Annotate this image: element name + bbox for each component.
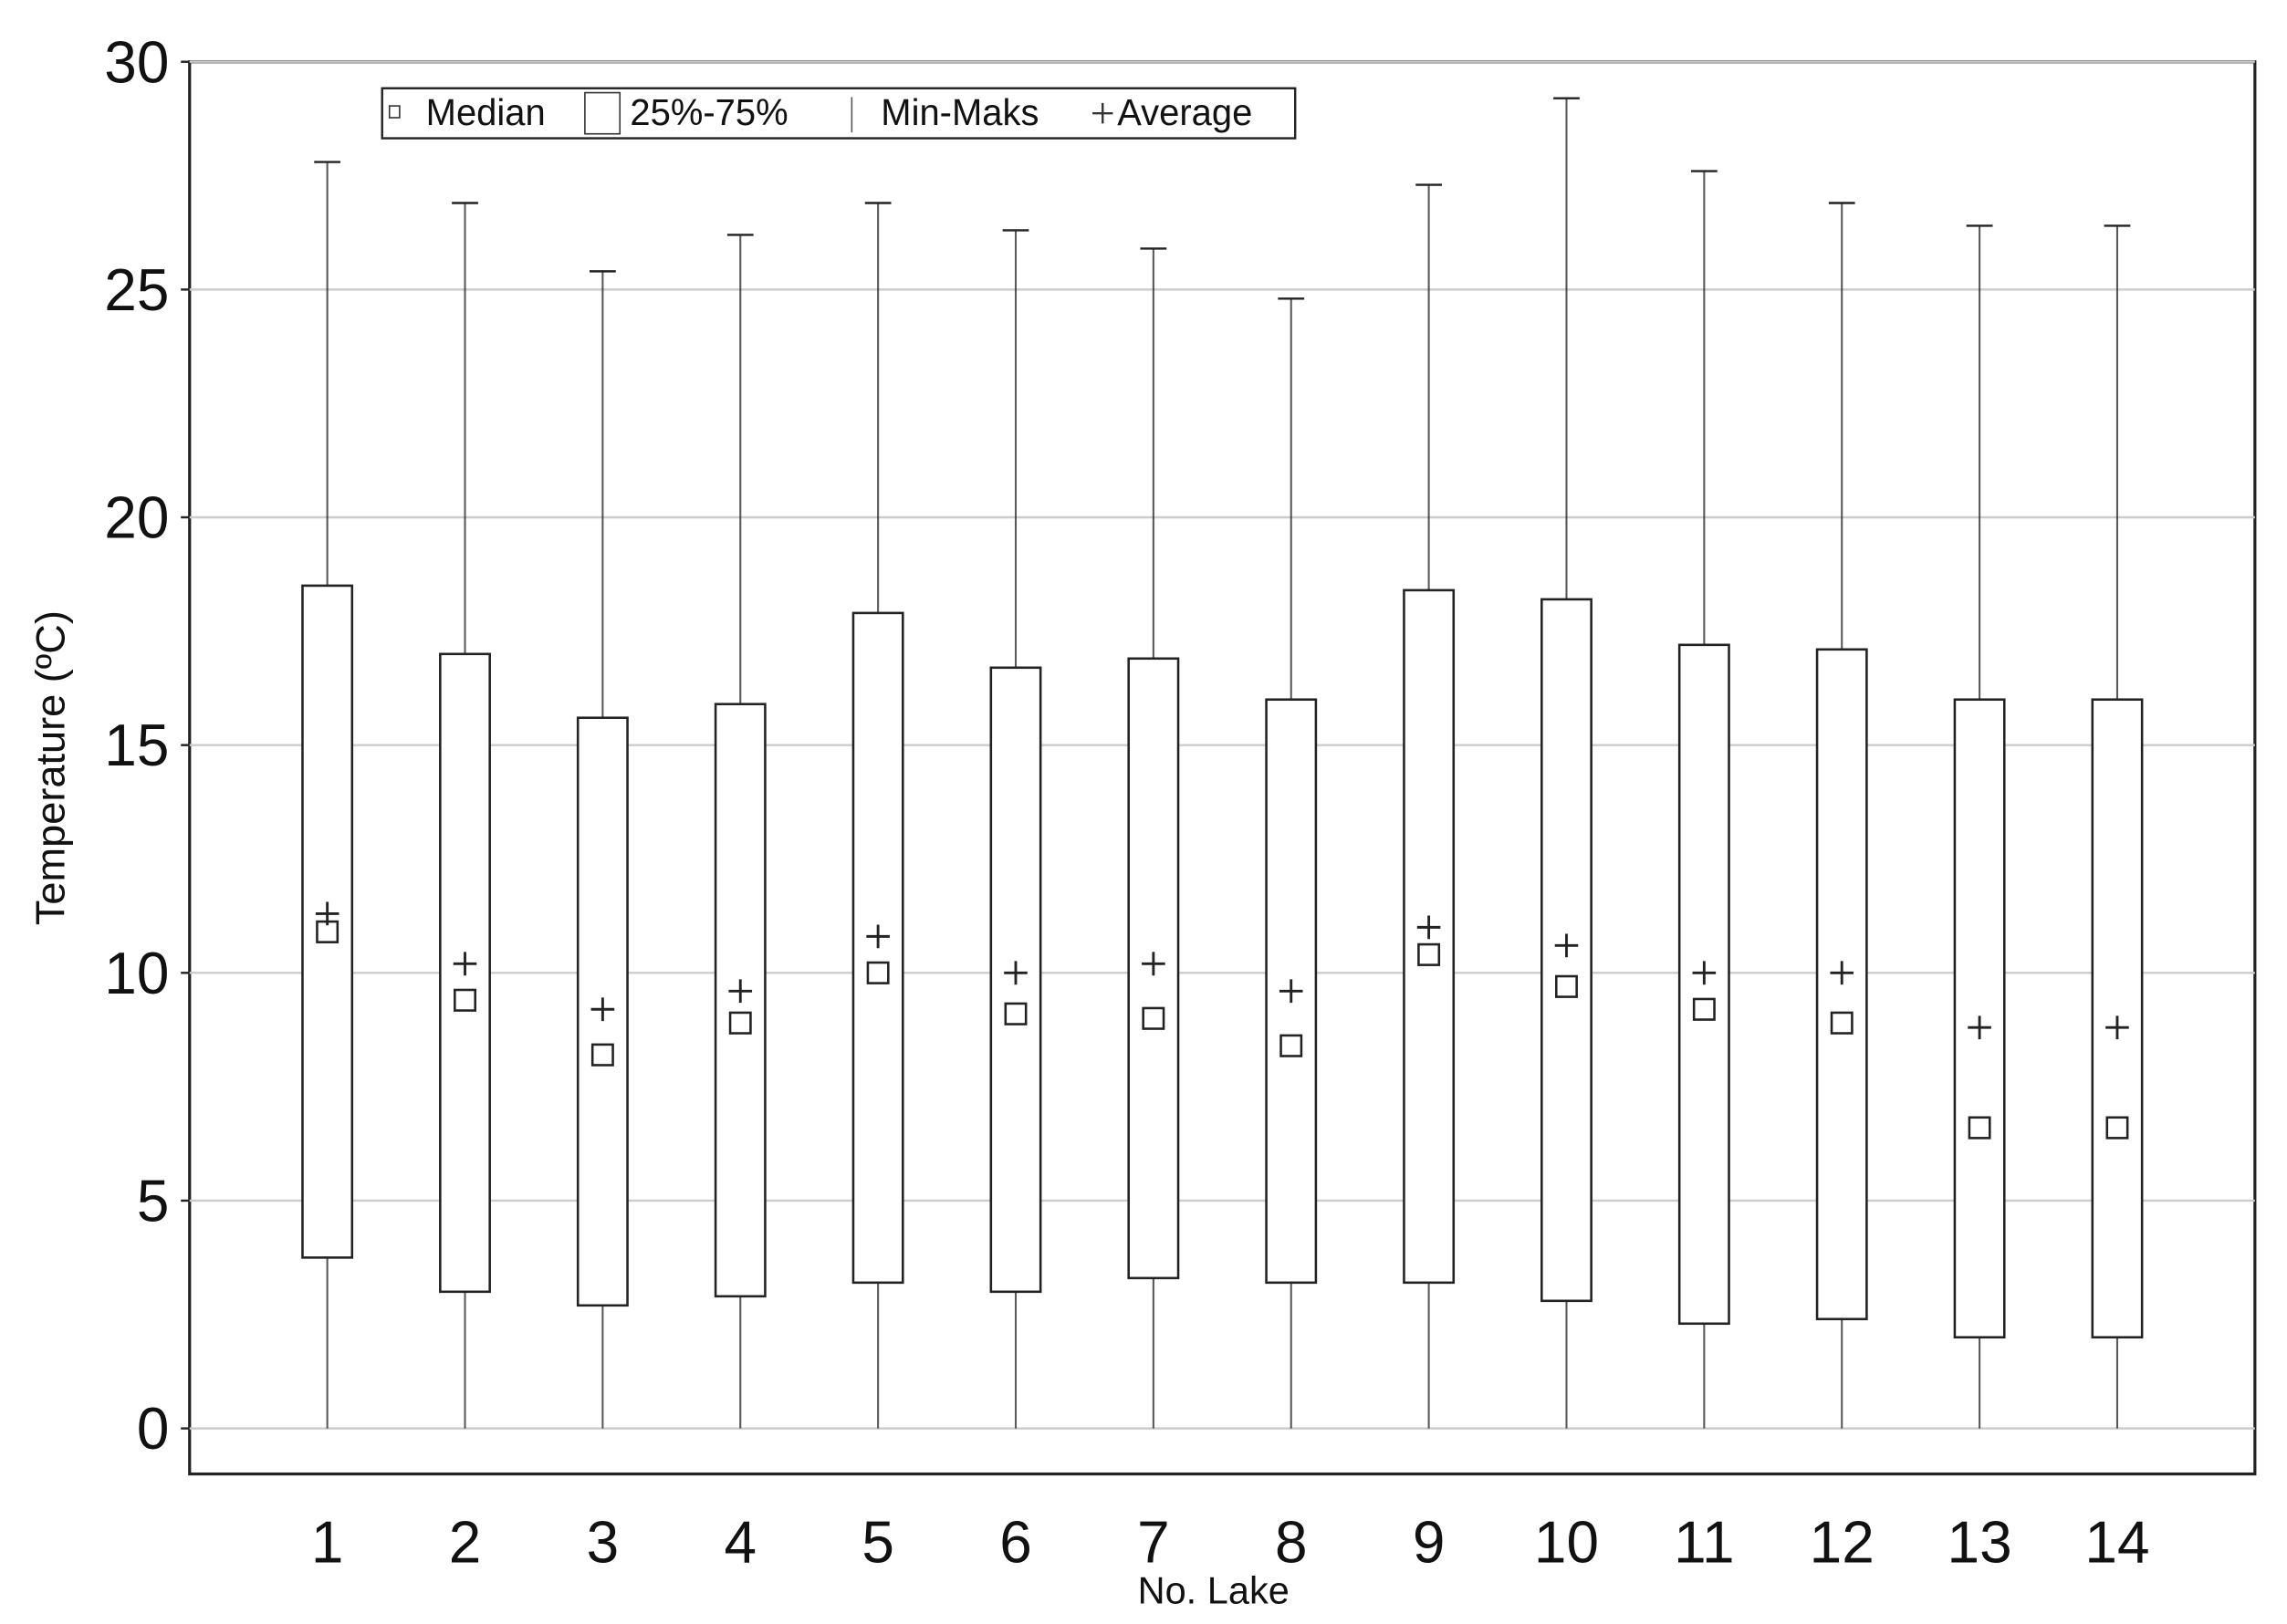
- y-tick-label: 10: [104, 941, 169, 1006]
- y-tick-label: 5: [137, 1168, 170, 1234]
- mean-marker: [590, 997, 615, 1022]
- x-tick-label: 13: [1948, 1509, 2012, 1575]
- legend-label: Min-Maks: [881, 92, 1039, 133]
- mean-marker: [1142, 952, 1165, 976]
- mean-marker: [1968, 1015, 1991, 1040]
- median-marker: [590, 1043, 614, 1067]
- mean-marker: [1692, 961, 1717, 985]
- legend-label: 25%-75%: [630, 92, 788, 133]
- median-marker: [1968, 1116, 1991, 1140]
- x-tick-label: 11: [1674, 1509, 1734, 1575]
- y-tick-label: 20: [104, 484, 169, 550]
- x-tick-label: 9: [1413, 1509, 1446, 1575]
- x-tick-label: 8: [1275, 1509, 1308, 1575]
- mean-marker: [453, 952, 477, 976]
- x-tick-label: 7: [1137, 1509, 1170, 1575]
- plot-frame: [188, 60, 2257, 1476]
- x-tick-label: 4: [724, 1509, 757, 1575]
- legend: Median 25%-75% Min-Maks Average: [381, 87, 1297, 140]
- median-marker: [1279, 1034, 1303, 1057]
- x-tick-label: 6: [999, 1509, 1032, 1575]
- mean-marker: [1279, 979, 1303, 1004]
- legend-box-icon: [584, 91, 621, 135]
- x-tick-label: 3: [587, 1509, 620, 1575]
- x-tick-label: 10: [1534, 1509, 1599, 1575]
- median-marker: [1830, 1011, 1854, 1035]
- legend-frame: [381, 87, 1297, 140]
- mean-marker: [728, 979, 753, 1004]
- mean-marker: [1416, 915, 1441, 940]
- mean-marker: [866, 924, 890, 949]
- mean-marker: [1004, 961, 1028, 985]
- x-tick-label: 5: [862, 1509, 894, 1575]
- median-marker: [1142, 1006, 1165, 1030]
- y-axis-label: Temperature (ºC): [27, 610, 74, 925]
- y-tick-label: 0: [137, 1396, 170, 1462]
- median-marker: [2105, 1116, 2129, 1140]
- median-marker: [454, 988, 476, 1012]
- legend-median-icon: [388, 105, 401, 119]
- median-marker: [728, 1011, 752, 1035]
- median-marker: [866, 961, 890, 984]
- mean-marker: [2105, 1015, 2129, 1040]
- legend-label: Median: [426, 92, 546, 133]
- legend-mean-icon: [1092, 102, 1113, 124]
- x-tick-label: 12: [1810, 1509, 1875, 1575]
- median-marker: [1692, 997, 1716, 1021]
- median-marker: [1555, 974, 1578, 998]
- x-tick-label: 1: [311, 1509, 344, 1575]
- y-tick-label: 30: [104, 29, 169, 95]
- mean-marker: [1830, 961, 1854, 985]
- y-tick-label: 25: [104, 257, 169, 323]
- x-tick-label: 2: [449, 1509, 482, 1575]
- x-tick-label: 14: [2084, 1509, 2149, 1575]
- y-tick-label: 15: [104, 713, 169, 778]
- median-marker: [1417, 942, 1441, 966]
- legend-label: Average: [1117, 92, 1252, 133]
- x-axis-label: No. Lake: [1138, 1568, 1290, 1611]
- mean-marker: [1554, 933, 1579, 958]
- median-marker: [1004, 1002, 1028, 1025]
- mean-marker: [315, 901, 339, 926]
